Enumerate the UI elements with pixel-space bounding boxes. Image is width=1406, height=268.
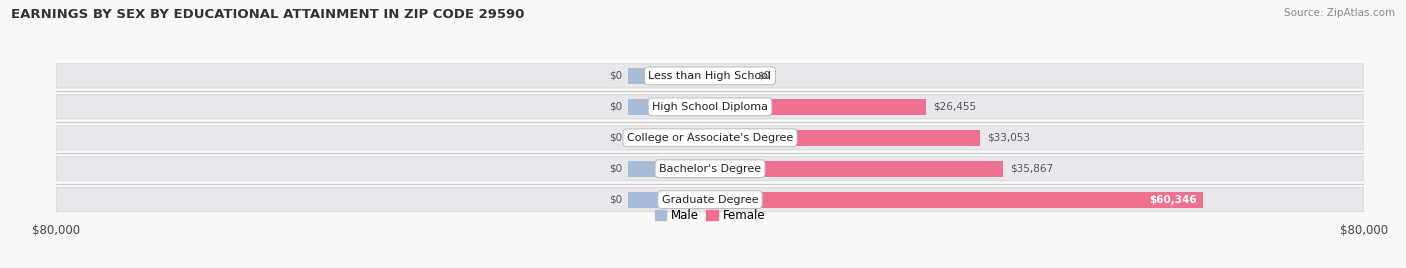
- Bar: [628, 68, 710, 84]
- Bar: [628, 161, 710, 177]
- Bar: [710, 99, 927, 115]
- Bar: [710, 130, 980, 146]
- Legend: Male, Female: Male, Female: [650, 205, 770, 227]
- FancyBboxPatch shape: [56, 126, 1364, 150]
- Text: $0: $0: [758, 71, 770, 81]
- Text: High School Diploma: High School Diploma: [652, 102, 768, 112]
- Text: $0: $0: [609, 71, 621, 81]
- Text: $60,346: $60,346: [1149, 195, 1197, 205]
- Bar: [628, 99, 710, 115]
- Text: EARNINGS BY SEX BY EDUCATIONAL ATTAINMENT IN ZIP CODE 29590: EARNINGS BY SEX BY EDUCATIONAL ATTAINMEN…: [11, 8, 524, 21]
- Text: Graduate Degree: Graduate Degree: [662, 195, 758, 205]
- Text: $0: $0: [609, 102, 621, 112]
- Bar: [628, 130, 710, 146]
- FancyBboxPatch shape: [56, 157, 1364, 181]
- Text: College or Associate's Degree: College or Associate's Degree: [627, 133, 793, 143]
- Text: $35,867: $35,867: [1010, 164, 1053, 174]
- FancyBboxPatch shape: [56, 64, 1364, 88]
- Text: $0: $0: [609, 164, 621, 174]
- Bar: [710, 68, 751, 84]
- FancyBboxPatch shape: [56, 95, 1364, 119]
- Text: Bachelor's Degree: Bachelor's Degree: [659, 164, 761, 174]
- Text: Source: ZipAtlas.com: Source: ZipAtlas.com: [1284, 8, 1395, 18]
- Text: Less than High School: Less than High School: [648, 71, 772, 81]
- Bar: [628, 192, 710, 208]
- FancyBboxPatch shape: [56, 188, 1364, 212]
- Text: $26,455: $26,455: [932, 102, 976, 112]
- Bar: [710, 161, 1002, 177]
- Text: $0: $0: [609, 133, 621, 143]
- Text: $0: $0: [609, 195, 621, 205]
- Text: $33,053: $33,053: [987, 133, 1029, 143]
- Bar: [710, 192, 1204, 208]
